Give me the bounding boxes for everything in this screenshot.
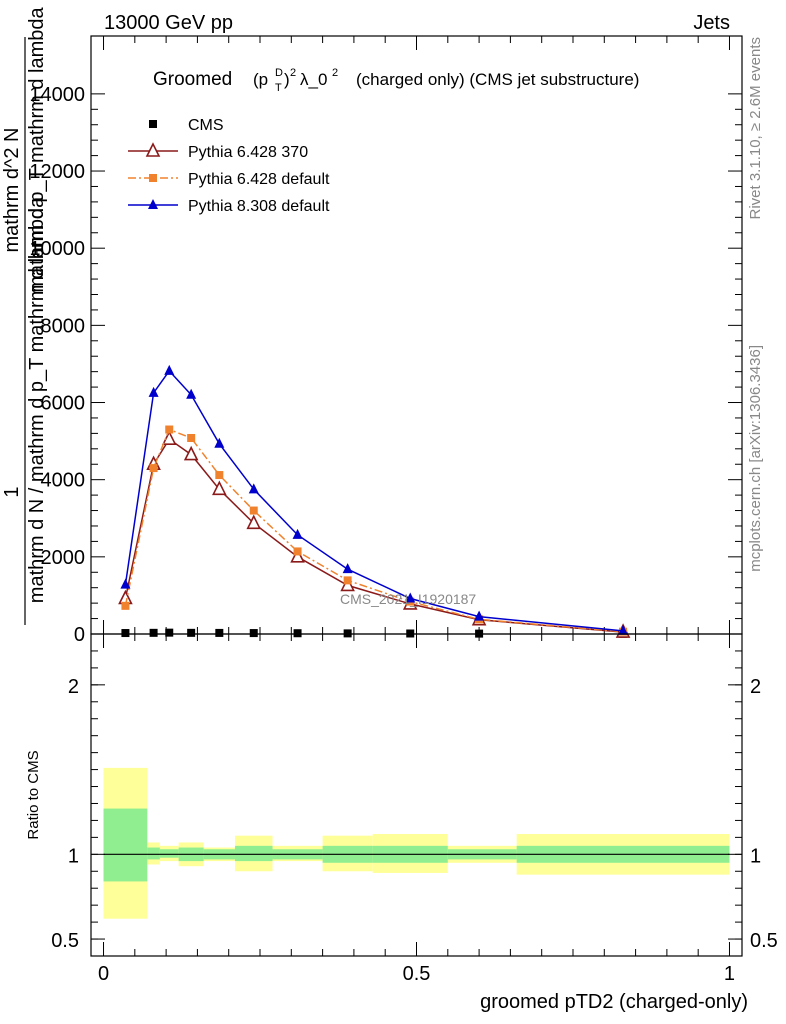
svg-text:2: 2 bbox=[290, 67, 296, 79]
legend: CMS Pythia 6.428 370 Pythia 6.428 default P… bbox=[128, 117, 330, 215]
title-formula: (p D T ) 2 λ_0 2 bbox=[253, 67, 338, 94]
legend-marker bbox=[148, 199, 158, 209]
svg-text:2: 2 bbox=[332, 67, 338, 79]
data-point bbox=[187, 434, 196, 443]
main-y-tick-label: 6000 bbox=[41, 393, 86, 415]
main-y-tick-label: 8000 bbox=[41, 315, 86, 337]
data-point bbox=[161, 430, 177, 445]
data-point bbox=[214, 437, 225, 448]
data-point bbox=[249, 506, 258, 515]
main-series-group bbox=[118, 364, 631, 638]
main-y-tick-label: 14000 bbox=[29, 84, 85, 106]
svg-text:(p: (p bbox=[253, 70, 268, 89]
data-point bbox=[212, 480, 227, 496]
data-point bbox=[187, 628, 196, 637]
data-point bbox=[474, 610, 485, 621]
legend-entry: Pythia 6.428 370 bbox=[128, 142, 308, 161]
main-axis-ticks: 0 2000 4000 6000 8000 10000 12000 14000 bbox=[29, 36, 742, 646]
main-y-tick-label: 0 bbox=[74, 624, 85, 646]
data-point bbox=[405, 592, 416, 603]
ratio-y-tick-label-right: 1 bbox=[750, 845, 761, 867]
data-point bbox=[121, 629, 130, 638]
svg-text:λ_0: λ_0 bbox=[300, 70, 327, 89]
mcplots-label: mcplots.cern.ch [arXiv:1306.3436] bbox=[747, 345, 764, 572]
main-y-label: 1 mathrm d N / mathrm d p_T mathrm d lam… bbox=[1, 6, 48, 625]
legend-marker bbox=[149, 174, 157, 182]
data-point bbox=[149, 628, 158, 637]
legend-entry: CMS bbox=[149, 117, 224, 134]
data-point bbox=[164, 364, 175, 375]
data-point bbox=[118, 589, 133, 605]
main-y-tick-label: 12000 bbox=[29, 161, 85, 183]
data-point bbox=[343, 629, 352, 638]
x-axis-label: groomed pTD2 (charged-only) bbox=[480, 991, 748, 1013]
data-point bbox=[292, 528, 303, 539]
stat-band-bin bbox=[103, 808, 148, 882]
ratio-y-tick-label: 1 bbox=[68, 845, 79, 867]
stat-band-bin bbox=[147, 847, 160, 860]
data-point bbox=[340, 576, 355, 592]
title-suffix: (charged only) (CMS jet substructure) bbox=[356, 70, 639, 89]
svg-text:D: D bbox=[275, 67, 283, 79]
svg-text:T: T bbox=[275, 82, 282, 94]
data-point bbox=[215, 471, 224, 480]
data-point bbox=[618, 624, 629, 635]
main-y-tick-label: 2000 bbox=[41, 547, 86, 569]
ratio-y-label: Ratio to CMS bbox=[25, 750, 42, 839]
ratio-bands bbox=[103, 767, 730, 919]
title-prefix: Groomed bbox=[153, 69, 232, 90]
legend-entry: Pythia 8.308 default bbox=[128, 198, 330, 215]
energy-label: 13000 GeV pp bbox=[104, 12, 233, 34]
data-point bbox=[148, 386, 159, 397]
legend-label: Pythia 8.308 default bbox=[188, 198, 330, 215]
data-point bbox=[121, 601, 130, 610]
ratio-plot-frame bbox=[90, 633, 743, 957]
x-tick-label: 1 bbox=[724, 963, 735, 985]
analysis-watermark: CMS_2021_I1920187 bbox=[340, 591, 476, 607]
data-point bbox=[343, 576, 352, 585]
series-3 bbox=[120, 364, 629, 635]
data-point bbox=[120, 578, 131, 589]
ylabel-numerator: mathrm d^2 N bbox=[1, 128, 23, 253]
ylabel-one: 1 bbox=[1, 486, 23, 497]
ylabel-derivative: mathrm d p_T mathrm d lambda bbox=[26, 6, 48, 292]
x-tick-label: 0.5 bbox=[403, 963, 431, 985]
process-label: Jets bbox=[693, 12, 730, 34]
data-point bbox=[249, 629, 258, 638]
data-point bbox=[215, 628, 224, 637]
legend-label: Pythia 6.428 default bbox=[188, 171, 330, 188]
data-point bbox=[186, 388, 197, 399]
data-point bbox=[183, 445, 199, 461]
stat-band-bin bbox=[234, 845, 273, 862]
legend-entry: Pythia 6.428 default bbox=[128, 171, 330, 188]
legend-marker bbox=[149, 120, 157, 128]
data-point bbox=[248, 483, 259, 494]
ratio-y-tick-label: 0.5 bbox=[51, 930, 79, 952]
data-point bbox=[246, 514, 262, 530]
ylabel-denominator: mathrm d N / mathrm d p_T mathrm d lambd… bbox=[26, 196, 48, 603]
series-1 bbox=[118, 430, 631, 638]
ratio-y-tick-label-right: 0.5 bbox=[750, 930, 778, 952]
data-point bbox=[342, 563, 353, 574]
rivet-label: Rivet 3.1.10, ≥ 2.6M events bbox=[747, 37, 764, 220]
data-point bbox=[290, 548, 305, 563]
main-y-tick-label: 10000 bbox=[29, 238, 85, 260]
data-point bbox=[293, 629, 302, 638]
data-point bbox=[293, 547, 302, 556]
data-point bbox=[165, 425, 174, 434]
svg-text:): ) bbox=[284, 70, 290, 89]
ratio-y-tick-label-right: 2 bbox=[750, 676, 761, 698]
legend-label: Pythia 6.428 370 bbox=[188, 144, 308, 161]
x-tick-label: 0 bbox=[98, 963, 109, 985]
ratio-y-tick-label: 2 bbox=[68, 676, 79, 698]
data-point bbox=[149, 464, 158, 473]
main-title: Groomed (p D T ) 2 λ_0 2 (charged only) … bbox=[153, 67, 639, 94]
data-point bbox=[165, 628, 174, 637]
ratio-axis-ticks: 0.5 0.5 1 1 2 2 0 0.5 1 bbox=[51, 634, 778, 985]
legend-label: CMS bbox=[188, 117, 224, 134]
main-y-tick-label: 4000 bbox=[41, 470, 86, 492]
legend-marker bbox=[145, 142, 161, 157]
stat-band-bin bbox=[159, 849, 179, 858]
